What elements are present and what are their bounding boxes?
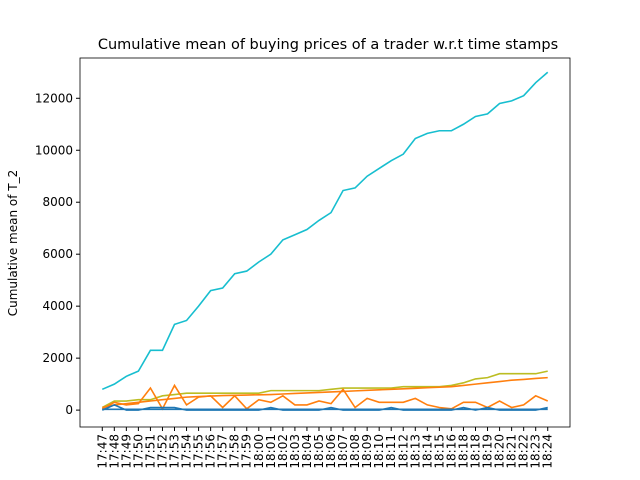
x-tick-label: 18:11 — [384, 434, 398, 469]
line — [102, 376, 548, 409]
x-tick-label: 17:50 — [131, 434, 145, 469]
x-tick-label: 17:55 — [192, 434, 206, 469]
x-tick-label: 18:08 — [348, 434, 362, 469]
x-tick-label: 18:18 — [456, 434, 470, 469]
x-tick-label: 17:52 — [155, 434, 169, 469]
x-tick-label: 17:49 — [119, 434, 133, 469]
x-tick-label: 18:05 — [312, 434, 326, 469]
x-tick-label: 17:48 — [107, 434, 121, 469]
x-tick-label: 18:02 — [276, 434, 290, 469]
x-tick-label: 18:01 — [264, 434, 278, 469]
x-tick-label: 18:16 — [444, 434, 458, 469]
x-tick-label: 18:15 — [432, 434, 446, 469]
x-tick-label: 18:20 — [493, 434, 507, 469]
y-tick-label: 4000 — [42, 299, 73, 313]
plot-frame — [79, 57, 571, 428]
y-tick-label: 12000 — [35, 91, 73, 105]
line — [101, 383, 549, 411]
line — [101, 71, 549, 391]
x-tick-label: 18:13 — [408, 434, 422, 469]
x-tick-label: 18:07 — [336, 434, 350, 469]
x-tick-label: 18:06 — [324, 434, 338, 469]
x-tick-label: 18:14 — [420, 434, 434, 469]
line — [101, 370, 548, 409]
y-tick-label: 10000 — [35, 143, 73, 157]
x-tick-label: 18:24 — [541, 434, 555, 469]
x-tick-label: 18:00 — [252, 434, 266, 469]
y-tick-label: 6000 — [42, 247, 73, 261]
x-tick-label: 18:19 — [481, 434, 495, 469]
x-tick-label: 17:54 — [180, 434, 194, 469]
x-tick-label: 18:23 — [529, 434, 543, 469]
x-tick-label: 17:51 — [143, 434, 157, 469]
x-tick-label: 17:47 — [95, 434, 109, 469]
y-tick-label: 8000 — [42, 195, 73, 209]
x-tick-label: 18:22 — [517, 434, 531, 469]
x-tick-label: 18:18 — [468, 434, 482, 469]
x-tick-label: 17:53 — [168, 434, 182, 469]
x-tick-label: 18:21 — [505, 434, 519, 469]
y-tick-label: 0 — [65, 403, 73, 417]
x-tick-label: 17:59 — [240, 434, 254, 469]
x-tick-label: 18:09 — [360, 434, 374, 469]
y-axis-label: Cumulative mean of T_2 — [6, 170, 20, 317]
y-tick-label: 2000 — [42, 351, 73, 365]
chart-title: Cumulative mean of buying prices of a tr… — [98, 37, 558, 53]
x-tick-label: 17:58 — [228, 434, 242, 469]
x-tick-label: 17:56 — [204, 434, 218, 469]
x-tick-label: 18:12 — [396, 434, 410, 469]
x-tick-label: 18:04 — [300, 434, 314, 469]
x-tick-label: 18:10 — [372, 434, 386, 469]
x-tick-label: 18:03 — [288, 434, 302, 469]
x-tick-label: 17:57 — [216, 434, 230, 469]
